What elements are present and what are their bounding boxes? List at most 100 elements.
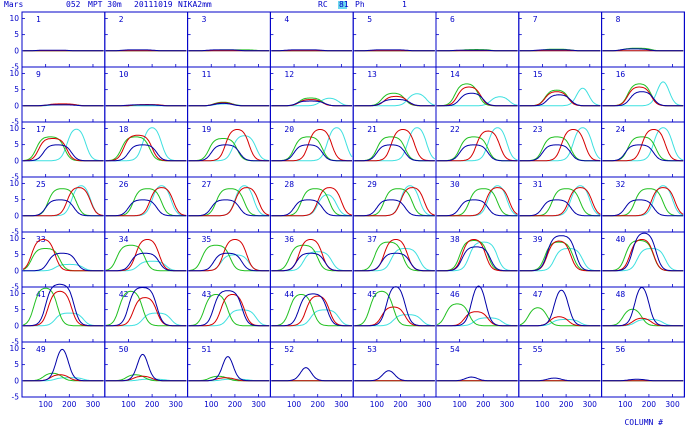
panel-frame [269,341,354,398]
panel-number: 9 [36,70,41,79]
panel-number: 24 [616,125,626,134]
x-tick-label: 300 [86,400,101,409]
blue-series-line [437,144,518,162]
blue-series-line [520,94,601,107]
panel-frame [601,121,685,178]
red-series-line [188,129,270,162]
y-tick-label: 10 [9,344,19,353]
blue-series-line [23,283,104,327]
blue-series-line [602,91,684,107]
y-tick-label: 0 [14,101,19,110]
panel-number: 42 [119,290,129,299]
panel-number: 41 [36,290,46,299]
blue-series-line [106,199,187,217]
x-tick-label: 200 [393,400,408,409]
panel-number: 1 [36,15,41,24]
panel-frame [601,11,685,68]
y-tick-label: -5 [12,118,20,127]
green-series-line [520,241,601,272]
panel-frame [352,231,437,288]
panel-number: 7 [533,15,538,24]
cyan-series-line [520,248,601,272]
cyan-series-line [602,248,684,272]
blue-series-line [602,144,684,162]
panel-number: 25 [36,180,46,189]
instrument-label: NIKA2mm [178,0,212,9]
y-tick-label: 10 [9,69,19,78]
x-tick-label: 300 [417,400,432,409]
green-series-line [271,244,352,272]
blue-series-line [271,367,352,382]
x-tick-label: 100 [121,400,136,409]
x-tick-label: 300 [665,400,680,409]
blue-series-line [354,98,435,107]
ph-label: Ph [355,0,365,9]
y-tick-label: 5 [14,250,19,259]
blue-series-line [271,100,352,107]
blue-series-line [354,49,435,52]
panel-number: 45 [367,290,377,299]
blue-series-line [354,370,435,382]
x-tick-label: 300 [334,400,349,409]
panel-number: 22 [450,125,460,134]
x-tick-label: 100 [287,400,302,409]
panel-frame [269,286,354,343]
red-series-line [354,129,435,162]
panel-frame [21,11,106,68]
panel-frame [518,11,603,68]
x-tick-label: 200 [559,400,574,409]
blue-series-line [437,246,518,272]
x-tick-label: 200 [228,400,243,409]
green-series-line [23,372,104,382]
x-tick-label: 100 [535,400,550,409]
panel-frame [187,121,271,178]
panel-frame [518,121,603,178]
cyan-series-line [354,185,435,217]
panel-frame [269,11,354,68]
y-tick-label: -5 [12,393,20,402]
panel-number: 30 [450,180,460,189]
panel-number: 20 [284,125,294,134]
panel-frame [435,286,520,343]
panel-number: 13 [367,70,377,79]
panel-number: 54 [450,345,460,354]
y-tick-label: -5 [12,173,20,182]
panel-number: 26 [119,180,129,189]
panel-frame [104,341,189,398]
green-series-line [602,240,684,272]
cyan-series-line [106,127,187,162]
x-tick-label: 200 [62,400,77,409]
cyan-series-line [106,312,187,327]
y-tick-label: -5 [12,63,20,72]
x-tick-label: 100 [618,400,633,409]
blue-series-line [437,376,518,382]
x-tick-label: 300 [583,400,598,409]
blue-series-line [188,290,270,327]
cyan-series-line [23,185,104,217]
panel-number: 17 [36,125,46,134]
blue-series-line [437,285,518,327]
panel-number: 47 [533,290,543,299]
red-series-line [437,239,518,272]
blue-series-line [354,199,435,217]
panel-number: 46 [450,290,460,299]
blue-series-line [271,252,352,272]
blue-series-line [602,232,684,272]
blue-series-line [437,199,518,217]
blue-series-line [271,49,352,52]
blue-series-line [106,353,187,382]
panel-frame [352,11,437,68]
blue-series-line [23,199,104,217]
blue-series-line [602,48,684,52]
blue-series-line [23,49,104,52]
y-tick-label: -5 [12,338,20,347]
y-tick-label: 10 [9,234,19,243]
cyan-series-line [520,318,601,327]
panel-number: 52 [284,345,294,354]
blue-series-line [602,199,684,217]
red-series-line [23,187,104,217]
green-series-line [106,374,187,382]
x-tick-label: 100 [452,400,467,409]
panel-number: 2 [119,15,124,24]
x-tick-label: 300 [169,400,184,409]
